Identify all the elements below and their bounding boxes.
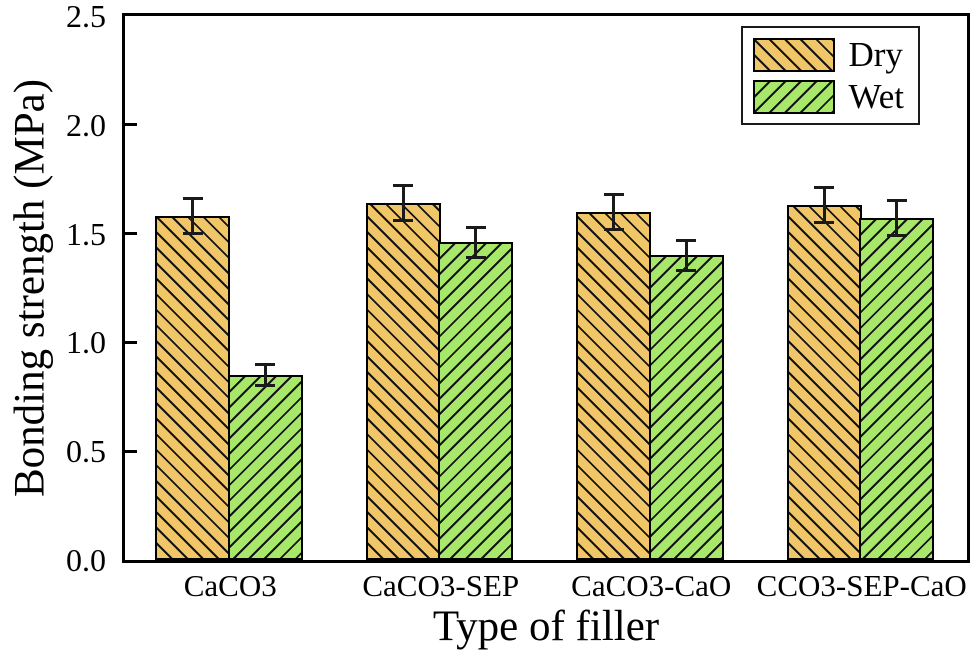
legend-swatch-dry [752,37,835,72]
x-axis-title: Type of filler [432,603,660,650]
error-bar-cap [182,197,203,201]
error-bar-cap [393,184,414,188]
bar-wet-caco3-sep [438,242,514,560]
bar-dry-caco3 [155,216,231,560]
error-bar [401,185,405,221]
legend-item-dry: Dry [752,35,905,74]
error-bar-cap [603,227,624,231]
error-bar-cap [182,232,203,236]
error-bar [263,364,267,386]
bar-wet-caco3-cao [648,255,724,560]
y-tick-label: 1.0 [66,324,106,361]
bar-dry-cco3-sep-cao [786,205,862,560]
bar-wet-cco3-sep-cao [859,218,935,560]
y-axis-tick [125,232,137,236]
error-bar-cap [886,199,907,203]
bar-dry-caco3-cao [576,211,652,560]
error-bar [612,194,616,230]
legend-label-dry: Dry [848,35,903,74]
y-tick-label: 0.5 [66,433,106,470]
legend: Dry Wet [740,26,920,125]
error-bar-cap [676,269,697,273]
y-tick-label: 2.5 [66,0,106,34]
error-bar-cap [886,234,907,238]
error-bar-cap [255,362,276,366]
error-bar-cap [814,186,835,190]
y-axis-tick [125,123,137,127]
y-tick-label: 2.0 [66,106,106,143]
error-bar [684,240,688,271]
y-axis-tick [125,340,137,344]
error-bar [822,187,826,223]
error-bar-cap [814,221,835,225]
error-bar-cap [676,238,697,242]
bar-dry-caco3-sep [365,203,441,560]
legend-swatch-wet [752,79,835,114]
error-bar-cap [465,225,486,229]
error-bar [191,198,195,234]
error-bar-cap [393,219,414,223]
error-bar-cap [465,256,486,260]
x-category-label: CaCO3-SEP [362,568,520,603]
x-category-label: CaCO3-CaO [571,568,732,603]
y-tick-label: 1.5 [66,215,106,252]
error-bar-cap [603,192,624,196]
legend-item-wet: Wet [752,77,905,116]
legend-label-wet: Wet [848,77,905,116]
bar-wet-caco3 [227,375,303,560]
error-bar-cap [255,384,276,388]
x-category-label: CaCO3 [183,568,277,603]
plot-area: Dry Wet [122,13,970,563]
y-axis-tick [125,449,137,453]
y-tick-label: 0.0 [66,542,106,578]
x-category-label: CCO3-SEP-CaO [756,568,967,603]
error-bar [895,200,899,236]
error-bar [474,227,478,258]
